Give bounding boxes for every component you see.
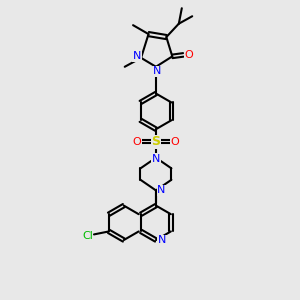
Text: N: N xyxy=(153,66,162,76)
Text: N: N xyxy=(152,154,160,164)
Text: O: O xyxy=(184,50,193,60)
Text: O: O xyxy=(133,137,141,147)
Text: O: O xyxy=(171,137,179,147)
Text: N: N xyxy=(157,185,166,195)
Text: S: S xyxy=(152,135,160,148)
Text: N: N xyxy=(133,51,141,62)
Text: Cl: Cl xyxy=(82,231,93,241)
Text: N: N xyxy=(158,235,166,245)
